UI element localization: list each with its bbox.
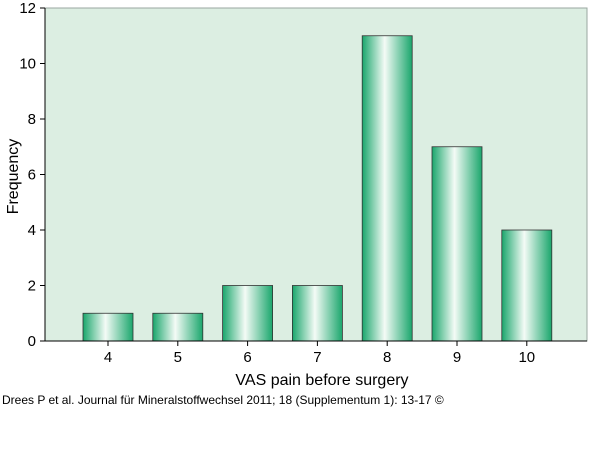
x-tick-label: 6: [243, 349, 251, 366]
y-tick-label: 6: [28, 167, 36, 184]
y-tick-label: 0: [28, 333, 36, 350]
x-tick-label: 10: [518, 349, 535, 366]
bar-9: [431, 146, 483, 342]
y-tick-label: 4: [28, 222, 36, 239]
x-tick-label: 8: [383, 349, 391, 366]
y-tick-label: 10: [19, 56, 36, 73]
y-tick-label: 2: [28, 278, 36, 295]
y-axis-title: Frequency: [5, 139, 22, 215]
x-tick-label: 9: [453, 349, 461, 366]
x-tick-label: 7: [313, 349, 321, 366]
y-tick-label: 8: [28, 111, 36, 128]
bar-8: [361, 35, 413, 342]
x-tick-label: 4: [104, 349, 112, 366]
bar-10: [501, 229, 553, 342]
bar-6: [222, 285, 274, 342]
bar-7: [291, 285, 343, 342]
bar-4: [82, 312, 134, 342]
y-tick-label: 12: [19, 0, 36, 17]
bar-5: [152, 312, 204, 342]
x-tick-label: 5: [174, 349, 182, 366]
x-axis-title: VAS pain before surgery: [235, 372, 408, 389]
source-credit: Drees P et al. Journal für Mineralstoffw…: [2, 393, 444, 407]
